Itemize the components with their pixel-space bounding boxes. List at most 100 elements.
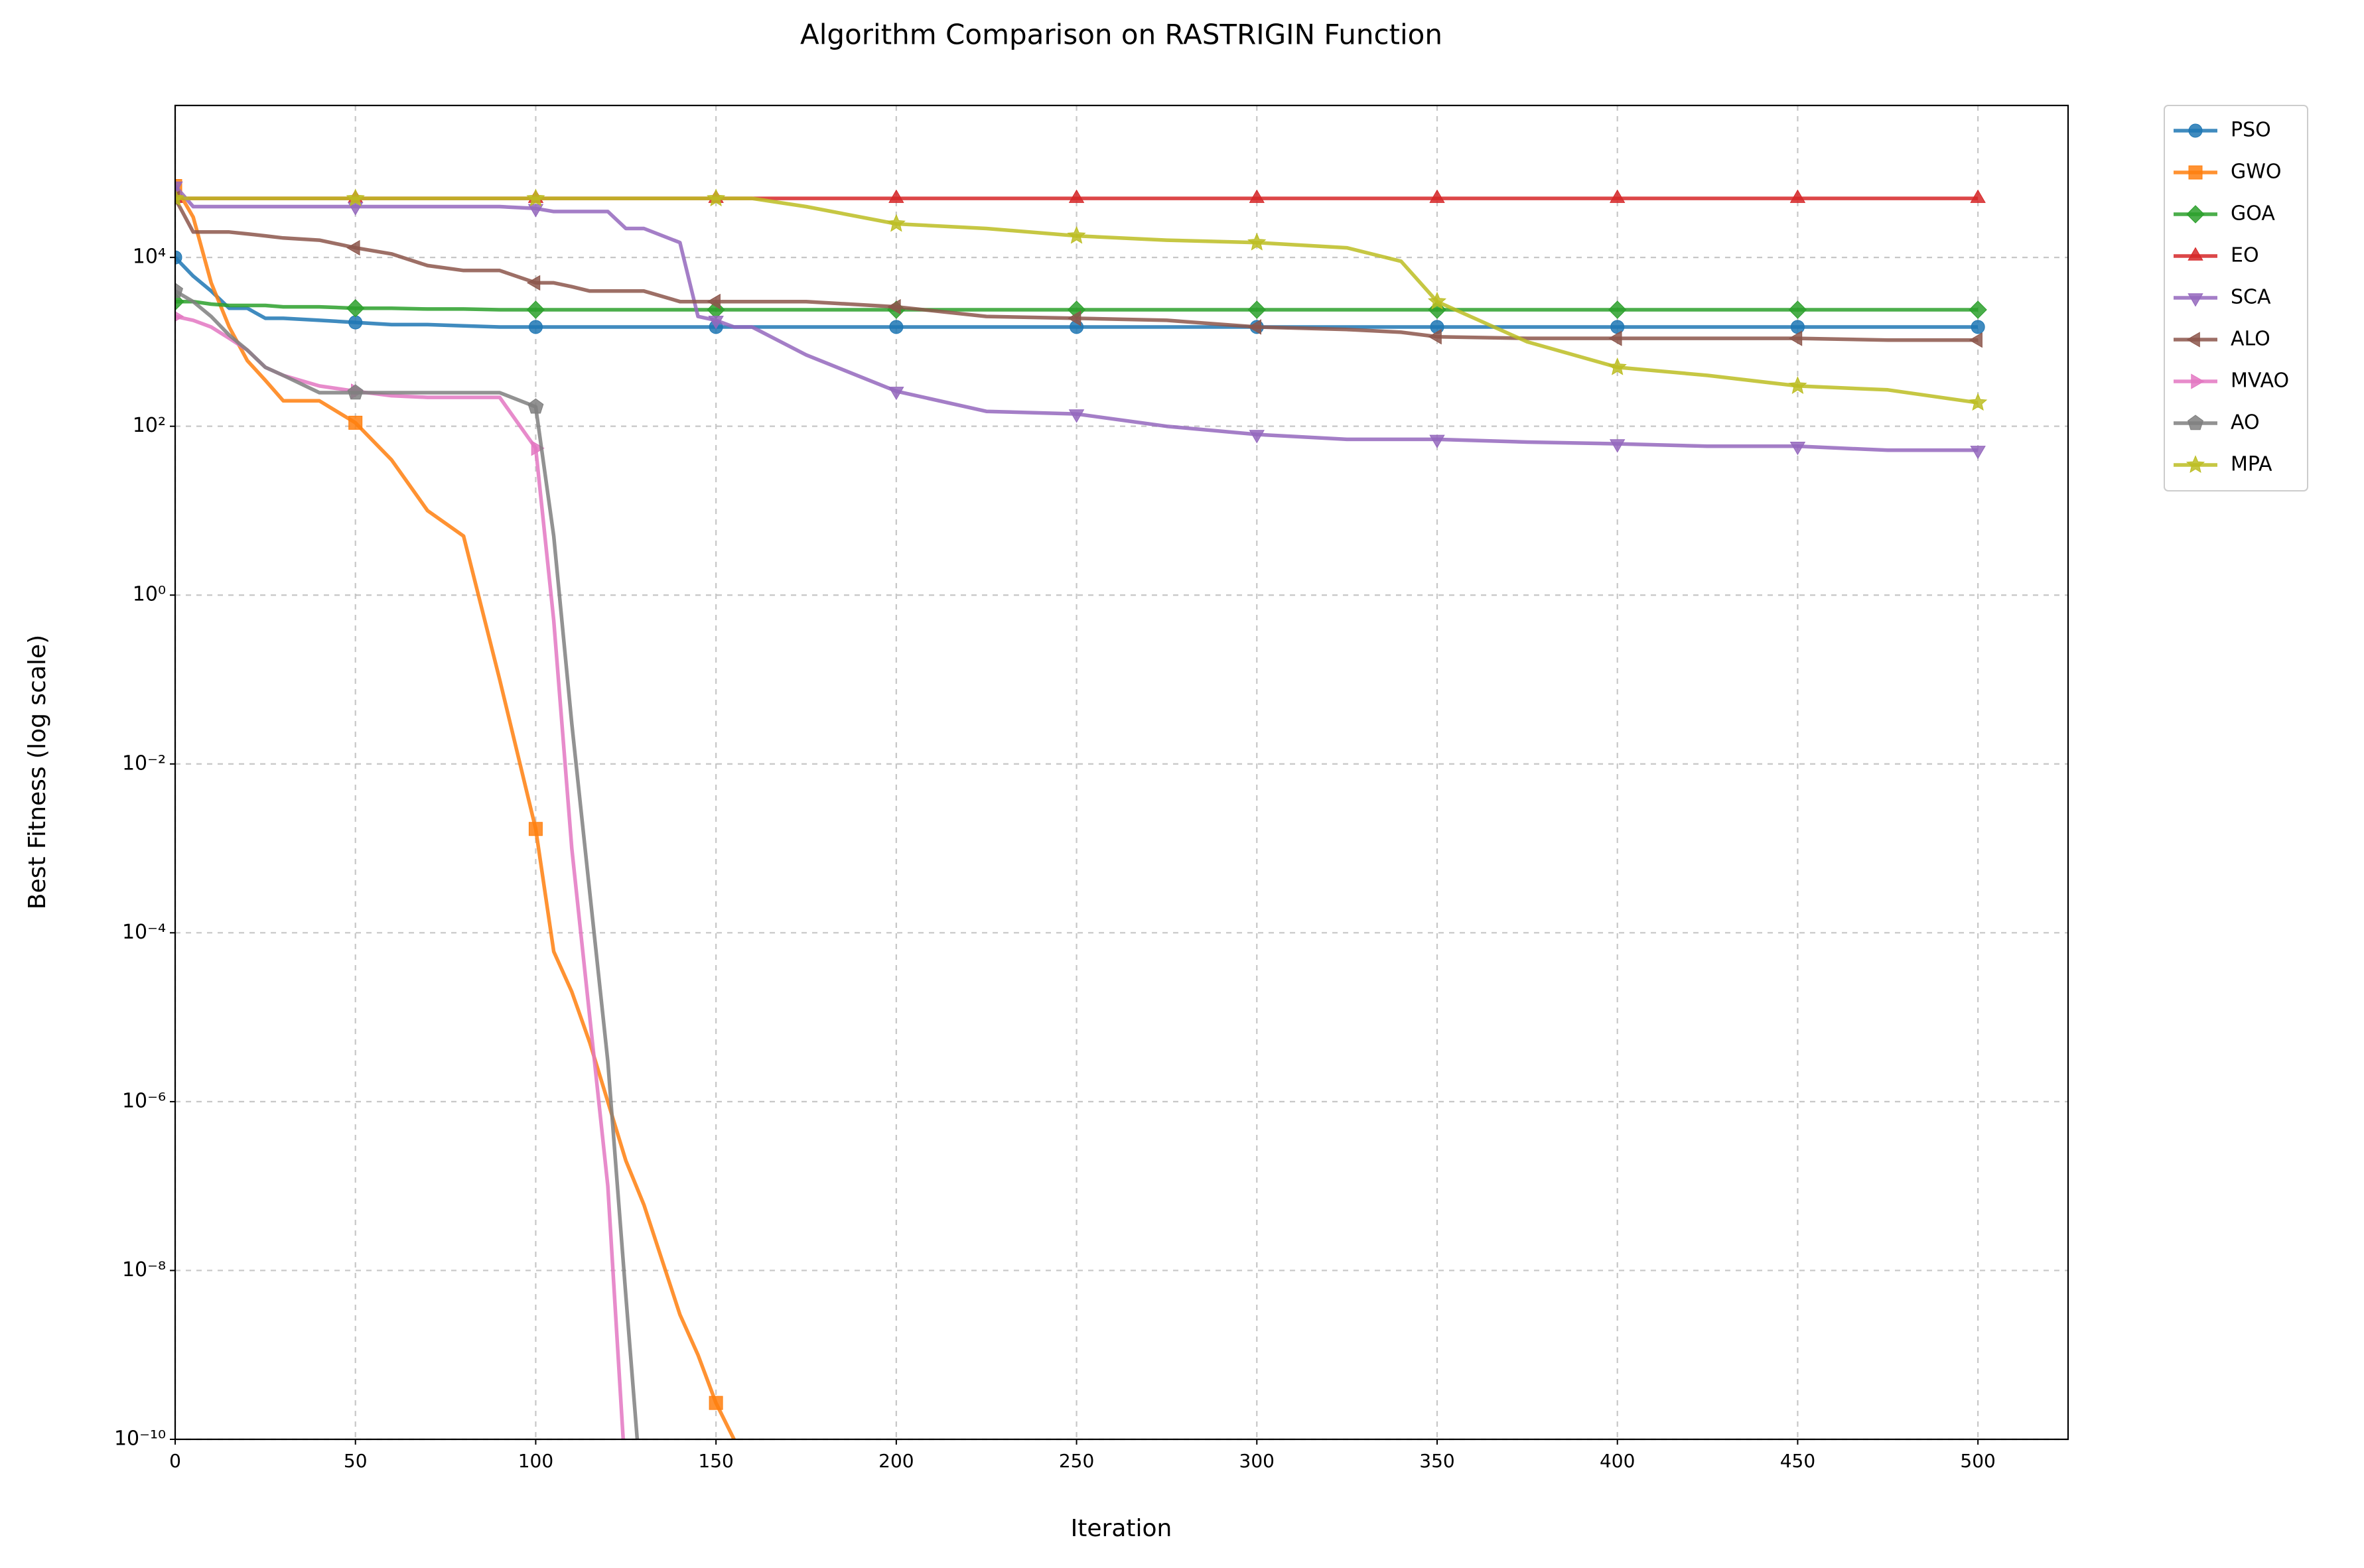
marker — [348, 315, 363, 330]
legend-marker — [2186, 332, 2200, 348]
series-line — [175, 184, 1979, 452]
marker — [888, 387, 904, 401]
y-tick-label: 10² — [133, 414, 166, 437]
y-tick-label: 10⁻⁴ — [122, 921, 166, 944]
legend-marker — [2188, 123, 2203, 138]
marker — [526, 300, 545, 319]
legend-label: SCA — [2231, 286, 2271, 309]
marker — [346, 188, 365, 207]
marker — [527, 398, 544, 414]
marker — [531, 440, 545, 456]
marker — [1068, 189, 1085, 203]
series-line — [175, 289, 640, 1439]
series-line — [175, 197, 1979, 342]
marker — [527, 204, 544, 218]
marker — [528, 320, 543, 334]
marker — [1429, 434, 1445, 448]
y-tick-label: 10⁻¹⁰ — [114, 1427, 166, 1451]
marker — [1788, 376, 1807, 394]
marker — [1428, 328, 1442, 345]
marker — [1608, 330, 1622, 346]
legend-marker — [2188, 247, 2203, 261]
marker — [707, 293, 721, 310]
legend-marker — [2186, 205, 2205, 224]
x-axis-label: Iteration — [1071, 1515, 1172, 1542]
marker — [1429, 189, 1445, 203]
marker — [1247, 300, 1267, 319]
marker — [175, 311, 184, 322]
y-tick-label: 10⁻² — [122, 751, 166, 775]
marker — [887, 298, 901, 315]
series-line — [175, 256, 1979, 329]
marker — [1789, 189, 1806, 203]
legend-marker — [2188, 415, 2203, 430]
x-tick-label: 400 — [1600, 1450, 1635, 1472]
y-tick-label: 10⁴ — [133, 245, 166, 269]
y-tick-label: 10⁻⁸ — [122, 1258, 166, 1281]
x-tick-label: 250 — [1059, 1450, 1094, 1472]
marker — [346, 239, 360, 256]
marker — [528, 822, 543, 836]
marker — [1970, 446, 1986, 460]
y-tick-label: 10⁻⁶ — [122, 1089, 166, 1112]
marker — [1788, 330, 1803, 346]
plot-area — [175, 179, 1988, 1439]
legend-label: GWO — [2231, 161, 2282, 184]
marker — [1790, 320, 1805, 334]
marker — [889, 320, 904, 334]
marker — [1969, 300, 1987, 319]
marker — [526, 188, 545, 207]
legend-marker — [2191, 373, 2205, 389]
x-tick-label: 100 — [518, 1450, 553, 1472]
legend-label: EO — [2231, 244, 2259, 267]
marker — [1068, 409, 1085, 423]
marker — [1970, 189, 1986, 203]
legend-label: GOA — [2231, 202, 2275, 226]
marker — [175, 250, 182, 265]
chart-title: Algorithm Comparison on RASTRIGIN Functi… — [800, 19, 1442, 51]
series-line — [175, 299, 1979, 312]
marker — [1969, 332, 1982, 348]
marker — [1249, 189, 1265, 203]
marker — [707, 188, 726, 207]
marker — [1249, 430, 1265, 444]
x-tick-label: 0 — [169, 1450, 181, 1472]
marker — [1969, 393, 1988, 411]
legend-box — [2164, 105, 2308, 491]
marker — [526, 275, 541, 291]
series-line — [175, 314, 626, 1439]
x-tick-label: 450 — [1780, 1450, 1815, 1472]
marker — [347, 384, 364, 400]
marker — [1788, 300, 1807, 319]
x-tick-label: 200 — [878, 1450, 914, 1472]
marker — [175, 283, 183, 298]
series-line — [175, 196, 1979, 405]
marker — [346, 298, 365, 318]
marker — [1789, 442, 1806, 456]
marker — [886, 214, 906, 232]
legend-label: PSO — [2231, 119, 2271, 142]
x-tick-label: 350 — [1419, 1450, 1454, 1472]
x-tick-label: 50 — [344, 1450, 368, 1472]
marker — [708, 316, 724, 330]
marker — [888, 189, 904, 203]
plot-frame — [174, 104, 2069, 1441]
marker — [709, 1396, 723, 1410]
legend-marker — [2188, 293, 2203, 307]
marker — [1247, 319, 1261, 335]
marker — [1608, 357, 1627, 375]
legend-label: MPA — [2231, 453, 2272, 476]
x-tick-label: 500 — [1960, 1450, 1995, 1472]
x-tick-label: 150 — [698, 1450, 733, 1472]
marker — [1610, 189, 1626, 203]
legend-label: ALO — [2231, 328, 2270, 351]
x-tick-label: 300 — [1239, 1450, 1275, 1472]
marker — [1608, 300, 1627, 319]
marker — [348, 415, 363, 430]
y-axis-label: Best Fitness (log scale) — [24, 635, 51, 909]
legend-label: MVAO — [2231, 369, 2289, 393]
marker — [1610, 320, 1625, 334]
series-line — [175, 185, 736, 1439]
legend-marker — [2186, 455, 2205, 473]
